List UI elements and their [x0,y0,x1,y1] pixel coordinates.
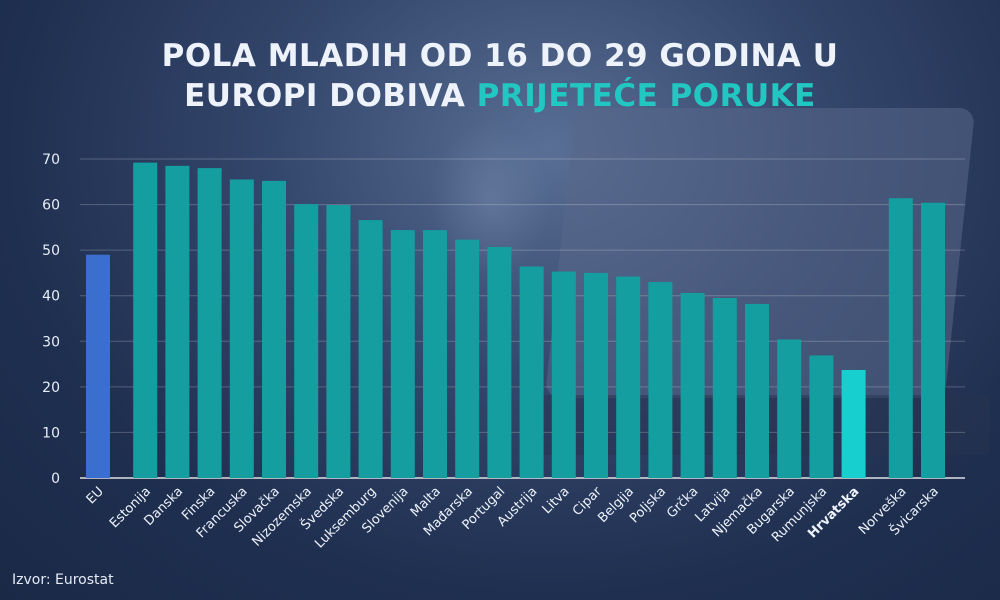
x-label-poljska: Poljska [627,484,669,526]
bar-švicarska [921,202,945,478]
y-tick-label: 70 [42,152,60,168]
y-tick-label: 50 [42,243,60,259]
title-line-2-accent: PRIJETEĆE PORUKE [476,78,816,114]
bar-norveška [888,198,913,479]
bar-luksemburg [358,220,383,478]
bar-austrija [519,266,544,478]
bar-mađarska [455,239,480,478]
y-tick-label: 20 [42,380,60,396]
bar-grčka [680,292,705,478]
y-tick-label: 60 [42,198,60,214]
bar-slovenija [390,230,415,478]
y-tick-label: 40 [42,289,60,305]
chart-title: POLA MLADIH OD 16 DO 29 GODINA U EUROPI … [0,36,1000,116]
bar-cipar [584,272,608,478]
bar-litva [551,271,576,478]
bar-hrvatska [841,369,866,478]
bar-poljska [648,282,673,478]
chart-bars [86,162,945,479]
bar-švedska [326,205,351,478]
title-line-1: POLA MLADIH OD 16 DO 29 GODINA U [161,38,839,74]
bar-francuska [229,179,254,478]
y-tick-label: 0 [51,471,60,487]
bar-rumunjska [809,355,834,478]
bar-eu [86,254,110,478]
bar-bugarska [777,339,802,478]
x-label-litva: Litva [540,484,573,517]
title-line-2: EUROPI DOBIVA PRIJETEĆE PORUKE [0,76,1000,116]
bar-njemačka [745,303,769,478]
bar-finska [197,168,222,478]
bar-latvija [712,297,737,478]
bar-malta [423,230,447,478]
source-note: Izvor: Eurostat [12,572,114,588]
bar-portugal [487,246,512,478]
y-tick-label: 30 [42,334,60,350]
bar-danska [165,165,190,479]
bar-nizozemska [294,204,319,478]
y-tick-label: 10 [42,425,60,441]
title-line-2-plain: EUROPI DOBIVA [184,78,466,114]
x-label-eu: EU [84,484,107,507]
bar-slovačka [262,180,286,479]
bar-estonija [133,162,158,478]
y-axis-tick-labels: 0 10 20 30 40 50 60 70 [42,152,60,487]
bar-belgija [616,276,641,478]
x-axis-category-labels: EU EstonijaDanskaFinskaFrancuskaSlovačkaN… [84,484,942,552]
